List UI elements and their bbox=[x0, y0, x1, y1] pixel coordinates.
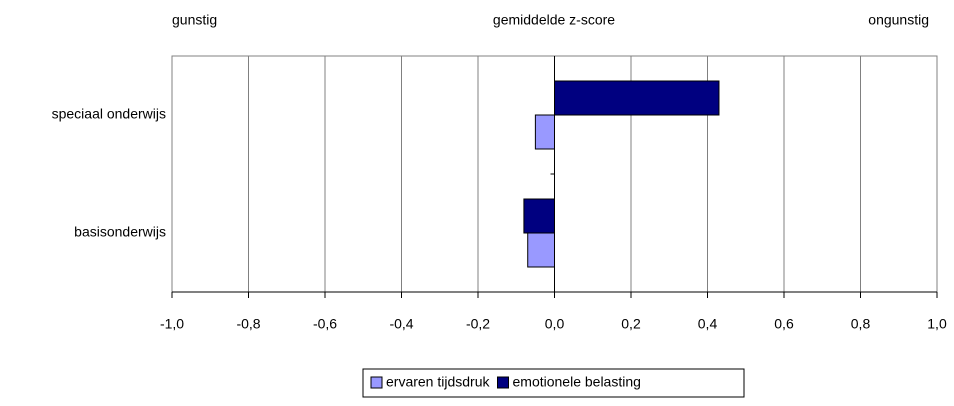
legend-box bbox=[362, 368, 745, 398]
left-label: gunstig bbox=[172, 12, 217, 28]
x-tick-label: -1,0 bbox=[160, 316, 184, 332]
x-tick-label: -0,4 bbox=[389, 316, 413, 332]
x-tick-label: 0,0 bbox=[545, 316, 565, 332]
center-label: gemiddelde z-score bbox=[493, 12, 615, 28]
bar bbox=[527, 232, 555, 268]
right-label: ongunstig bbox=[868, 12, 929, 28]
x-tick-label: 1,0 bbox=[927, 316, 947, 332]
legend-label: emotionele belasting bbox=[513, 374, 641, 390]
x-tick-label: 0,2 bbox=[621, 316, 641, 332]
legend-swatch bbox=[370, 376, 383, 389]
x-tick-label: 0,4 bbox=[698, 316, 718, 332]
bar bbox=[523, 198, 556, 234]
x-tick-label: 0,6 bbox=[774, 316, 794, 332]
x-tick-label: -0,8 bbox=[236, 316, 260, 332]
x-tick-label: -0,2 bbox=[466, 316, 490, 332]
legend-swatch bbox=[497, 376, 509, 389]
x-tick-label: -0,6 bbox=[313, 316, 337, 332]
x-tick-label: 0,8 bbox=[851, 316, 871, 332]
legend-label: ervaren tijdsdruk bbox=[386, 374, 490, 390]
y-tick-label: speciaal onderwijs bbox=[52, 106, 166, 122]
y-tick-label: basisonderwijs bbox=[74, 224, 166, 240]
bar bbox=[554, 80, 720, 116]
bar bbox=[534, 114, 555, 150]
